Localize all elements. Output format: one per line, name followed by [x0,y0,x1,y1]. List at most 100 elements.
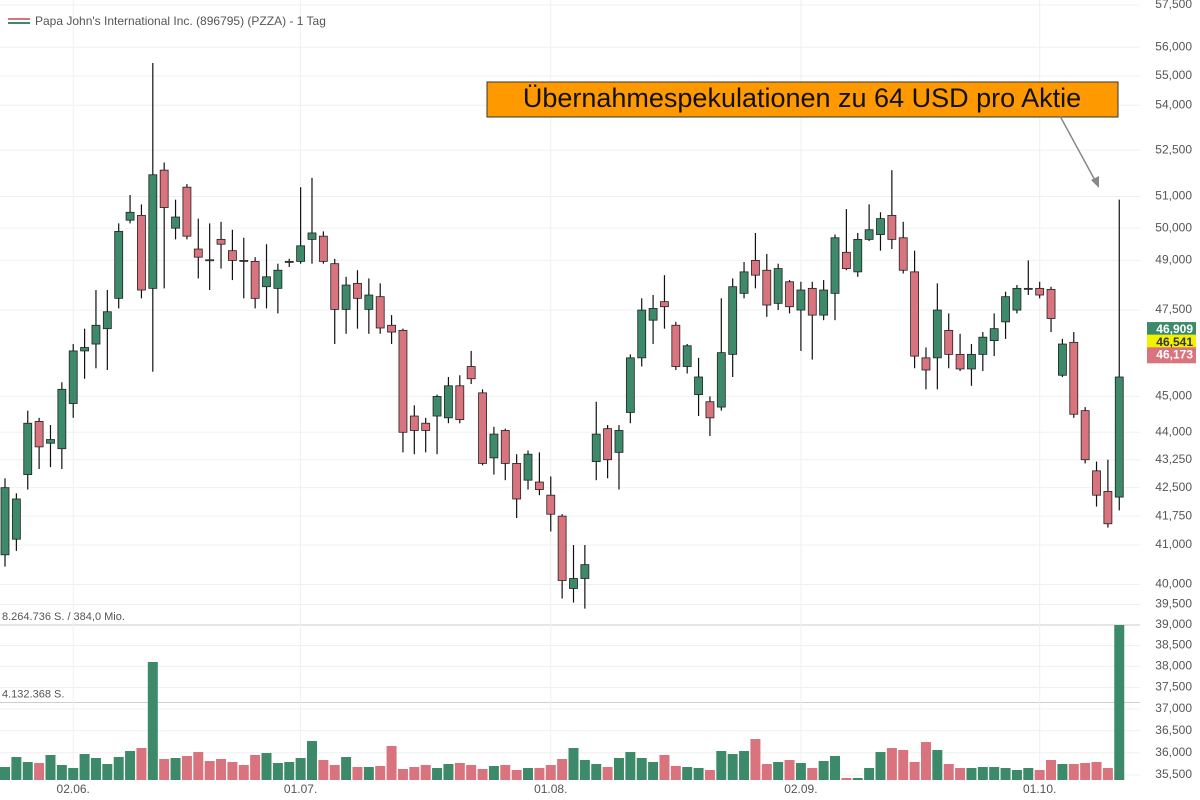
candle-body [728,286,738,355]
candle-body [364,294,374,310]
candle-body [114,230,124,299]
volume-bar [159,758,170,780]
volume-bar [181,755,192,780]
volume-bar [477,769,488,780]
volume-bar [488,766,499,780]
y-tick-label: 38,500 [1155,638,1192,652]
candle-body [614,430,624,453]
x-tick-label: 02.06. [57,782,90,796]
volume-bar [955,767,966,780]
candle-body [1114,376,1124,498]
candle-body [432,395,442,417]
volume-bar [352,767,363,780]
price-tag [1147,334,1196,351]
volume-bar [11,757,22,780]
candle-body [785,281,794,308]
candle-body [603,428,613,461]
x-tick-label: 01.10. [1023,782,1056,796]
volume-bar [818,761,829,780]
volume-bar [1023,767,1034,780]
volume-bar [1000,767,1011,780]
candle-body [1046,288,1056,319]
candle-body [148,174,158,289]
candle-body [1058,343,1067,376]
volume-bar [1034,770,1045,780]
candle-body [375,296,385,329]
y-tick-label: 42,500 [1155,480,1192,494]
volume-bar [704,770,715,780]
volume-bar [568,748,579,780]
marks [0,62,1125,780]
volume-bar [750,739,761,780]
volume-bar [45,755,56,780]
candle-body [227,250,237,261]
candle-body [841,251,851,269]
annotation-arrowhead [1091,176,1099,188]
volume-bar [295,758,306,780]
x-tick-label: 01.07. [284,782,317,796]
volume-bar [1046,760,1057,780]
candle-body [694,376,703,396]
candle-body [284,260,294,263]
y-tick-label: 47,500 [1155,302,1192,316]
volume-bar [193,752,204,780]
y-tick-label: 38,000 [1155,659,1192,673]
volume-bar [443,764,454,780]
volume-bar [727,754,738,780]
candle-body [0,487,10,556]
candle-body [819,289,829,316]
volume-bar [920,742,931,780]
annotation-arrow [1059,115,1098,185]
candle-body [898,237,908,271]
y-tick-label: 44,000 [1155,424,1192,438]
volume-bar [204,761,215,780]
volume-bar [943,764,954,780]
price-tag-label: 46,173 [1156,347,1193,361]
candle-body [250,260,260,299]
volume-bar [1011,770,1022,780]
volume-bar [466,764,477,780]
volume-bar [841,777,852,780]
candle-body [421,422,431,431]
volume-bar [670,766,681,780]
y-tick-label: 41,750 [1155,508,1192,522]
candle-body [967,353,976,370]
volume-bar [113,757,124,780]
candle-body [637,309,647,359]
volume-bar [34,763,45,780]
candle-body [932,309,942,359]
volume-bar [545,764,556,780]
price-tag-label: 46,541 [1156,335,1193,349]
candle-body [330,263,340,310]
volume-bar [227,762,238,780]
candle-body [546,494,556,515]
y-tick-label: 35,500 [1155,767,1192,781]
candle-body [262,276,271,288]
candle-body [125,211,135,221]
volume-bar [886,748,897,780]
volume-bar [261,753,272,780]
volume-bar [216,758,227,780]
volume-bar [68,767,79,780]
volume-bar [409,767,420,780]
candle-body [773,268,783,304]
volume-bar [329,764,340,780]
candle-body [34,421,44,448]
volume-bar [102,764,113,780]
volume-bar [852,777,863,780]
y-tick-label: 52,500 [1155,142,1192,156]
candle-body [569,578,578,589]
volume-bar [375,766,386,780]
volume-bar [170,758,181,780]
volume-bar [557,758,568,780]
candle-body [11,498,21,540]
candle-body [182,186,192,237]
volume-bar [511,770,522,780]
volume-bar [613,758,624,780]
candle-body [193,248,203,258]
candle-body [660,301,669,308]
candle-body [762,269,772,306]
volume-bar [636,758,647,780]
volume-bar [716,751,727,780]
candle-body [682,345,692,367]
